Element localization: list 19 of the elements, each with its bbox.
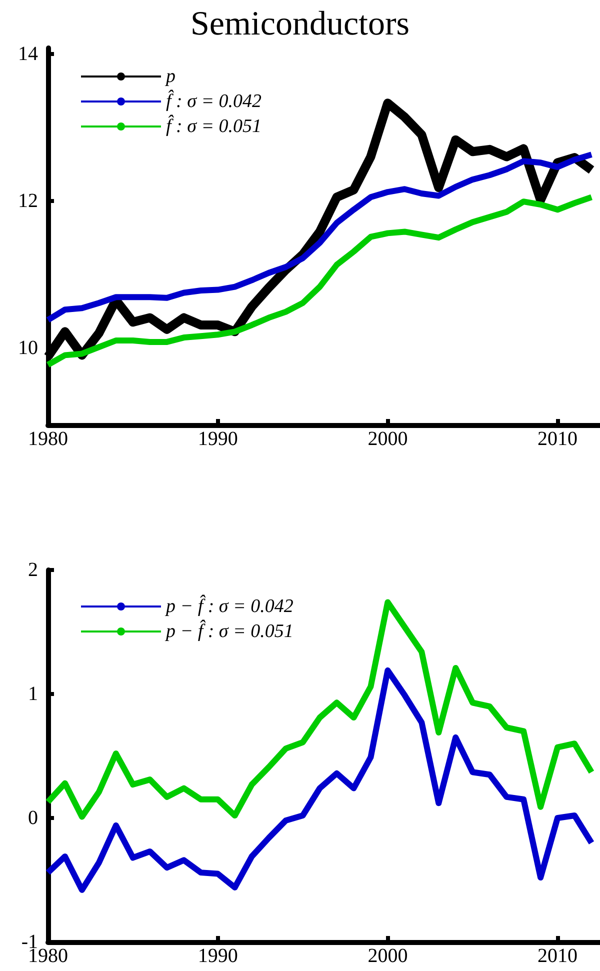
legend-label: f̂ : σ = 0.051	[166, 114, 262, 137]
legend-label: p − f̂ : σ = 0.042	[164, 594, 294, 617]
chart-title: Semiconductors	[190, 6, 410, 42]
x-tick-label: 1990	[198, 945, 238, 967]
legend-label: p − f̂ : σ = 0.051	[164, 619, 294, 642]
x-tick-label: 2000	[368, 945, 408, 967]
legend-label: f̂ : σ = 0.042	[166, 89, 262, 112]
x-tick-label: 1980	[28, 428, 68, 450]
x-tick-label: 2010	[538, 428, 578, 450]
y-tick-label: 1	[28, 683, 38, 705]
y-tick-label: 2	[28, 559, 38, 581]
y-tick-label: 14	[18, 42, 38, 65]
legend-label: p	[164, 66, 176, 87]
x-tick-label: 2010	[538, 945, 578, 967]
y-tick-label: 0	[28, 807, 38, 829]
x-tick-label: 2000	[368, 428, 408, 450]
y-tick-label: 12	[18, 190, 38, 212]
y-tick-label: 10	[18, 336, 38, 359]
x-tick-label: 1990	[198, 428, 238, 450]
